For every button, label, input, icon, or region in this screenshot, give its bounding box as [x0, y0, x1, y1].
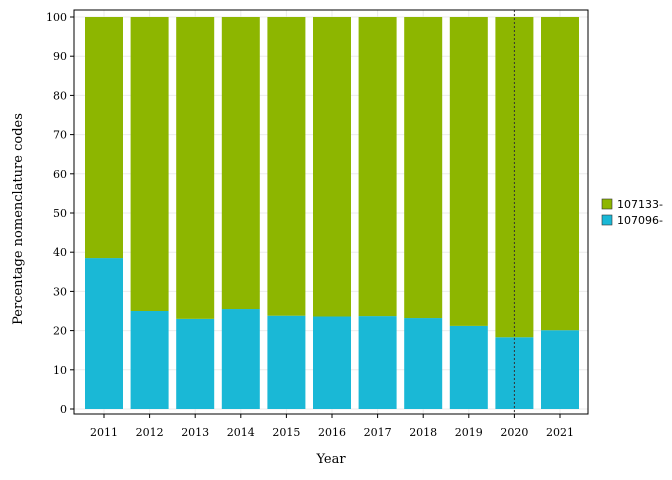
y-tick-label: 80 — [53, 89, 67, 102]
bar-series-107096-2012 — [130, 311, 169, 409]
y-tick-label: 40 — [53, 246, 67, 259]
x-tick-label: 2011 — [90, 426, 118, 439]
bar-series-107133-2017 — [358, 17, 397, 317]
x-tick-label: 2019 — [455, 426, 483, 439]
bar-series-107133-2016 — [313, 17, 351, 317]
legend: 107133- 107096- — [601, 198, 663, 227]
bar-series-107133-2015 — [267, 17, 306, 316]
x-tick-label: 2015 — [272, 426, 300, 439]
y-axis: 0 10 20 30 40 50 60 70 80 90 100 — [46, 11, 74, 416]
bars — [85, 17, 579, 409]
legend-label: 107133- — [617, 198, 663, 211]
x-axis: 2011 2012 2013 2014 2015 2016 2017 2018 2019 2020… — [90, 414, 574, 439]
bar-series-107133-2012 — [130, 17, 169, 311]
bar-series-107096-2015 — [267, 315, 306, 409]
x-tick-label: 2014 — [227, 426, 255, 439]
bar-series-107096-2018 — [404, 318, 443, 409]
bar-series-107096-2014 — [221, 309, 260, 409]
bar-series-107133-2014 — [221, 17, 260, 310]
y-tick-label: 60 — [53, 168, 67, 181]
y-tick-label: 100 — [46, 11, 67, 24]
bar-series-107133-2020 — [495, 17, 534, 338]
y-tick-label: 70 — [53, 129, 67, 142]
y-axis-title: Percentage nomenclature codes — [11, 113, 26, 325]
legend-key-107133 — [601, 198, 613, 210]
x-tick-label: 2013 — [181, 426, 209, 439]
bar-series-107133-2018 — [404, 17, 443, 319]
plot-border — [73, 9, 589, 415]
x-tick-label: 2018 — [409, 426, 437, 439]
y-tick-label: 20 — [53, 325, 67, 338]
y-tick-label: 30 — [53, 285, 67, 298]
bar-series-107133-2013 — [176, 17, 215, 319]
bar-series-107096-2017 — [358, 316, 397, 409]
bar-series-107133-2011 — [85, 17, 123, 259]
x-axis-title: Year — [315, 452, 346, 467]
x-tick-label: 2017 — [364, 426, 392, 439]
y-tick-label: 90 — [53, 50, 67, 63]
legend-key-107096 — [601, 214, 613, 226]
bar-series-107096-2011 — [85, 258, 123, 409]
x-tick-label: 2020 — [500, 426, 528, 439]
bar-series-107096-2020 — [495, 337, 534, 409]
bar-series-107096-2019 — [449, 325, 488, 409]
y-tick-label: 50 — [53, 207, 67, 220]
bar-series-107096-2021 — [541, 330, 579, 409]
y-tick-label: 10 — [53, 364, 67, 377]
bar-series-107133-2019 — [449, 17, 488, 326]
bar-series-107096-2013 — [176, 318, 215, 409]
x-tick-label: 2016 — [318, 426, 346, 439]
bar-series-107133-2021 — [541, 17, 579, 331]
legend-label: 107096- — [617, 214, 663, 227]
y-tick-label: 0 — [60, 403, 67, 416]
bar-series-107096-2016 — [313, 316, 351, 409]
x-tick-label: 2012 — [136, 426, 164, 439]
x-tick-label: 2021 — [546, 426, 574, 439]
